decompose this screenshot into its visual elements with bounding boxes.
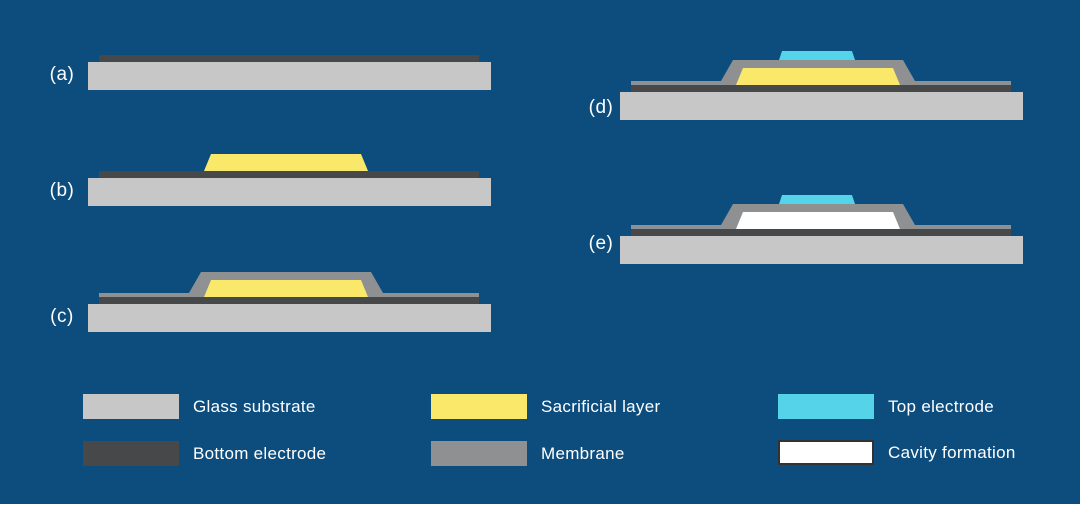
bottom-electrode-layer	[99, 55, 479, 62]
step-label-c: (c)	[50, 306, 74, 327]
glass-substrate-swatch	[83, 394, 179, 419]
sacrificial-layer	[204, 154, 368, 171]
swatch-rect	[83, 394, 179, 419]
cavity-formation-swatch	[778, 440, 874, 465]
legend-label: Membrane	[541, 443, 625, 463]
step-panel-d	[620, 51, 1023, 120]
swatch-rect	[778, 394, 874, 419]
legend-item-sacrificial-layer: Sacrificial layer	[431, 394, 660, 419]
bottom-electrode-swatch	[83, 441, 179, 466]
step-label-a: (a)	[49, 64, 75, 85]
bottom-electrode-layer	[631, 85, 1011, 92]
step-panel-c	[88, 272, 491, 332]
glass-substrate-layer	[620, 92, 1023, 120]
step-panel-a	[88, 55, 491, 90]
cavity-layer	[736, 212, 900, 229]
swatch-rect	[778, 440, 874, 465]
top-electrode-layer	[779, 195, 855, 204]
swatch-rect	[431, 441, 527, 466]
glass-substrate-layer	[88, 304, 491, 332]
sacrificial-layer-swatch	[431, 394, 527, 419]
legend-item-top-electrode: Top electrode	[778, 394, 994, 419]
membrane-swatch	[431, 441, 527, 466]
legend-label: Bottom electrode	[193, 443, 327, 463]
legend-item-membrane: Membrane	[431, 441, 625, 466]
sacrificial-layer	[204, 280, 368, 297]
top-electrode-layer	[779, 51, 855, 60]
step-label-b: (b)	[49, 180, 75, 201]
legend-item-cavity-formation: Cavity formation	[778, 440, 1016, 465]
top-electrode-swatch	[778, 394, 874, 419]
legend-label: Sacrificial layer	[541, 396, 661, 416]
bottom-electrode-layer	[99, 297, 479, 304]
legend-label: Glass substrate	[193, 396, 316, 416]
swatch-rect	[431, 394, 527, 419]
step-panel-e	[620, 195, 1023, 264]
glass-substrate-layer	[88, 62, 491, 90]
glass-substrate-layer	[88, 178, 491, 206]
bottom-edge-line	[0, 504, 1080, 506]
step-label-e: (e)	[588, 233, 614, 254]
legend-item-glass-substrate: Glass substrate	[83, 394, 316, 419]
legend-item-bottom-electrode: Bottom electrode	[83, 441, 326, 466]
glass-substrate-layer	[620, 236, 1023, 264]
sacrificial-layer	[736, 68, 900, 85]
step-label-d: (d)	[588, 97, 614, 118]
bottom-electrode-layer	[99, 171, 479, 178]
legend-label: Cavity formation	[888, 442, 1016, 462]
bottom-electrode-layer	[631, 229, 1011, 236]
swatch-rect	[83, 441, 179, 466]
step-panel-b	[88, 154, 491, 206]
legend-label: Top electrode	[888, 396, 994, 416]
